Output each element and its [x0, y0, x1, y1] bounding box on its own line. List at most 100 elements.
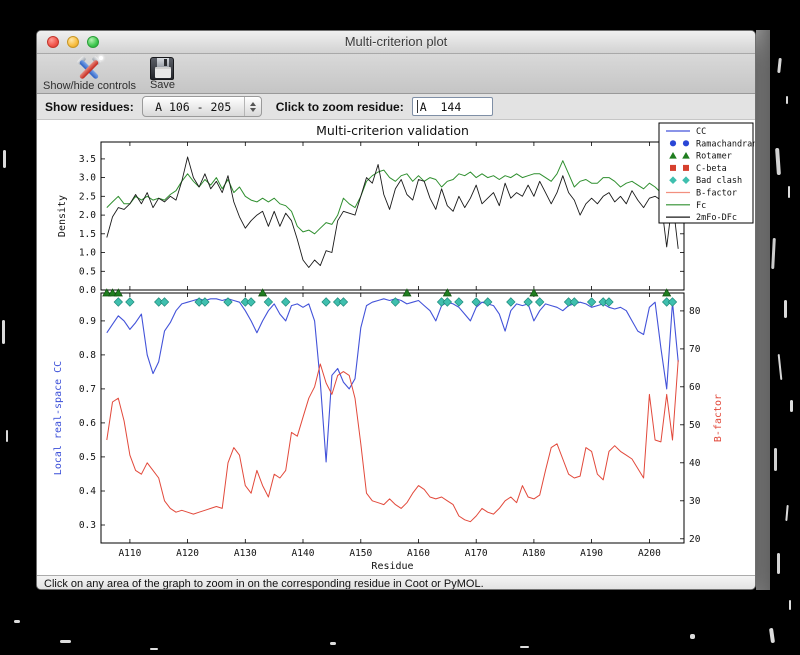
svg-text:80: 80 — [689, 306, 701, 317]
bad-clash-marker — [390, 297, 401, 307]
rotamer-outlier-marker — [102, 288, 112, 297]
svg-text:A200: A200 — [638, 548, 661, 559]
rotamer-outlier-marker — [258, 288, 268, 297]
zoom-window-button[interactable] — [87, 36, 99, 48]
svg-text:A160: A160 — [407, 548, 430, 559]
text-caret — [416, 100, 418, 113]
statusbar: Click on any area of the graph to zoom i… — [37, 575, 755, 589]
bad-clash-marker — [113, 297, 124, 307]
bad-clash-marker — [569, 297, 580, 307]
rotamer-outlier-marker — [529, 288, 539, 297]
show-residues-label: Show residues: — [45, 99, 134, 114]
svg-text:60: 60 — [689, 382, 701, 393]
svg-text:0.8: 0.8 — [79, 350, 96, 361]
svg-text:A150: A150 — [349, 548, 372, 559]
svg-text:A170: A170 — [465, 548, 488, 559]
rotamer-outlier-marker — [113, 288, 123, 297]
bad-clash-marker — [471, 297, 481, 307]
rotamer-outlier-marker — [402, 288, 412, 297]
svg-text:A190: A190 — [580, 548, 603, 559]
figure-background — [37, 120, 755, 575]
svg-text:0.6: 0.6 — [79, 418, 96, 429]
svg-text:0.3: 0.3 — [79, 520, 96, 531]
svg-text:3.0: 3.0 — [79, 173, 96, 184]
rotamer-outlier-marker — [662, 288, 672, 297]
minimize-button[interactable] — [67, 36, 79, 48]
svg-text:20: 20 — [689, 534, 701, 545]
svg-text:0.5: 0.5 — [79, 452, 96, 463]
figure-title: Multi-criterion validation — [316, 123, 469, 138]
controls-row: Show residues: A 106 - 205 Click to zoom… — [37, 94, 755, 120]
bad-clash-marker — [586, 297, 597, 307]
legend-label: Fc — [696, 201, 706, 211]
svg-text:50: 50 — [689, 420, 701, 431]
bad-clash-marker — [338, 297, 349, 307]
svg-text:A110: A110 — [118, 548, 141, 559]
legend-label: Bad clash — [696, 176, 742, 186]
svg-text:A140: A140 — [292, 548, 315, 559]
rotamer-outlier-marker — [442, 288, 452, 297]
save-button[interactable]: Save — [150, 56, 175, 91]
svg-text:1.5: 1.5 — [79, 229, 96, 240]
svg-text:70: 70 — [689, 344, 701, 355]
legend-label: CC — [696, 127, 706, 137]
bad-clash-marker — [159, 297, 170, 307]
svg-text:3.5: 3.5 — [79, 154, 96, 165]
svg-text:A130: A130 — [234, 548, 257, 559]
show-hide-controls-button[interactable]: Show/hide controls — [43, 55, 136, 92]
top-axes: 0.0 0.5 1.0 1.5 2.0 2.5 3.0 3.5 Density — [57, 141, 685, 296]
legend-label: 2mFo-DFc — [696, 213, 737, 223]
bad-clash-marker — [534, 297, 545, 307]
bad-clash-marker — [604, 297, 614, 307]
legend-label: Rotamer — [696, 152, 732, 162]
window-title: Multi-criterion plot — [344, 34, 448, 49]
svg-text:1.0: 1.0 — [79, 248, 96, 259]
legend-label: C-beta — [696, 164, 727, 174]
zoom-residue-label: Click to zoom residue: — [275, 99, 404, 114]
bad-clash-marker — [200, 297, 210, 307]
svg-text:A120: A120 — [176, 548, 199, 559]
bad-clash-marker — [454, 297, 464, 307]
plot-legend: CC Ramachandran Rotamer C-beta Bad clash B-fa… — [658, 122, 756, 224]
bad-clash-marker — [125, 297, 135, 307]
bad-clash-marker — [667, 297, 678, 307]
bad-clash-marker — [506, 297, 516, 307]
toolbar: Show/hide controls Save — [37, 54, 755, 94]
zoom-residue-input[interactable] — [411, 97, 493, 116]
plot-area: Multi-criterion validation 0.0 0.5 1.0 1.5 2.… — [37, 120, 755, 575]
svg-text:0.9: 0.9 — [79, 316, 96, 327]
svg-text:0.5: 0.5 — [79, 266, 96, 277]
svg-text:0.7: 0.7 — [79, 384, 96, 395]
b-factor-line — [106, 360, 679, 523]
svg-text:30: 30 — [689, 496, 701, 507]
close-button[interactable] — [47, 36, 59, 48]
stepper-arrows-icon — [243, 97, 261, 116]
crossed-tools-icon — [75, 55, 104, 81]
svg-text:2.5: 2.5 — [79, 191, 96, 202]
bottom-axes: A110 A120 A130 A140 A150 A160 A170 A180 A190 A200… — [53, 292, 724, 572]
fc-line — [106, 160, 679, 235]
app-window: Multi-criterion plot Show/hide controls … — [36, 30, 756, 590]
save-label: Save — [149, 79, 176, 91]
bad-clash-marker — [321, 297, 331, 307]
svg-text:40: 40 — [689, 458, 701, 469]
b-factor-axis-label: B-factor — [713, 394, 724, 442]
bad-clash-marker — [442, 297, 453, 307]
legend-label: Ramachandran — [696, 139, 756, 149]
outlier-markers — [102, 288, 678, 307]
residue-range-dropdown[interactable]: A 106 - 205 — [141, 96, 262, 117]
x-axis-label: Residue — [371, 561, 413, 572]
multi-criterion-plot[interactable]: Multi-criterion validation 0.0 0.5 1.0 1.5 2.… — [37, 120, 756, 575]
save-icon — [150, 57, 175, 80]
svg-text:0.4: 0.4 — [79, 486, 96, 497]
bad-clash-marker — [523, 297, 533, 307]
cc-axis-label: Local real-space CC — [53, 361, 64, 475]
titlebar[interactable]: Multi-criterion plot — [37, 31, 755, 54]
bad-clash-marker — [246, 297, 256, 307]
svg-text:A180: A180 — [522, 548, 545, 559]
svg-text:2.0: 2.0 — [79, 210, 96, 221]
bad-clash-marker — [263, 297, 274, 307]
density-axis-label: Density — [57, 195, 68, 237]
bad-clash-marker — [223, 297, 233, 307]
